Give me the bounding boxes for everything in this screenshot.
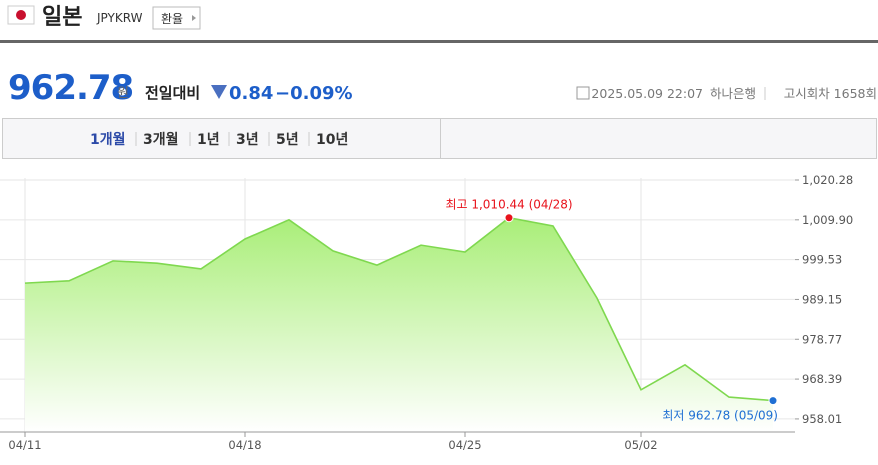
country-name: 일본 <box>42 5 82 30</box>
y-tick-label: 989.15 <box>802 292 842 306</box>
flag-circle <box>16 10 26 20</box>
area <box>25 217 773 432</box>
change: 0.84 <box>229 83 273 104</box>
tab[interactable]: 3개월 <box>143 131 179 148</box>
tab[interactable]: 5년 <box>276 132 299 148</box>
tab[interactable]: 1개월 <box>90 131 126 148</box>
change-percent: −0.09% <box>275 83 353 104</box>
y-tick-label: 968.39 <box>802 372 842 386</box>
button-arrow <box>192 15 196 21</box>
extreme-dot <box>504 213 514 223</box>
tabs: 1개월 3개월 1년 3년 5년 10년 <box>90 131 348 148</box>
tab[interactable]: 3년 <box>236 132 259 148</box>
line <box>24 216 774 402</box>
y-tick-label: 958.01 <box>802 412 842 426</box>
extreme-dot <box>768 396 778 406</box>
annotation: 최저 962.78 (05/09) <box>662 409 778 423</box>
datetime: 2025.05.09 22:07 <box>591 86 703 101</box>
chart: 1,020.28 1,009.90 999.53 989.15 978.77 968.39… <box>0 173 853 452</box>
x-tick-label: 05/02 <box>624 438 657 452</box>
x-tick-label: 04/18 <box>228 438 261 452</box>
y-tick-label: 999.53 <box>802 253 842 267</box>
x-tick-label: 04/25 <box>448 438 481 452</box>
calendar-icon <box>576 86 590 100</box>
price: 962.78 <box>8 68 133 108</box>
y-tick-label: 1,009.90 <box>802 213 853 227</box>
tab[interactable]: 10년 <box>316 132 348 148</box>
tab[interactable]: 1년 <box>197 132 220 148</box>
round: 고시회차 1658회 <box>784 86 877 101</box>
rate-button-label[interactable]: 환율 <box>161 12 183 26</box>
y-tick-label: 1,020.28 <box>802 173 853 187</box>
tab-bar <box>2 118 877 159</box>
y-tick-label: 978.77 <box>802 332 842 346</box>
bank: 하나은행 <box>710 86 756 101</box>
header-divider <box>0 40 878 43</box>
x-tick-label: 04/11 <box>8 438 41 452</box>
down-arrow <box>211 85 227 99</box>
rate-button[interactable] <box>152 6 201 30</box>
annotation: 최고 1,010.44 (04/28) <box>445 198 572 212</box>
price-unit: 원 <box>117 86 129 101</box>
currency-code: JPYKRW <box>96 11 143 25</box>
change-label: 전일대비 <box>145 84 200 102</box>
